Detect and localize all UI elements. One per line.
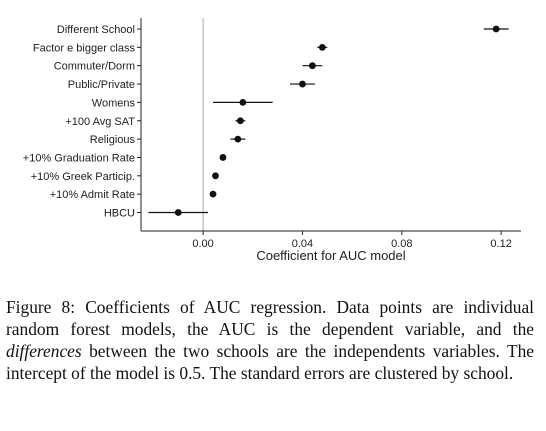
category-label: +10% Graduation Rate <box>23 152 135 164</box>
data-point <box>299 80 306 88</box>
caption-emphasis: differences <box>6 341 82 361</box>
data-point <box>174 209 182 216</box>
data-point <box>236 117 244 125</box>
x-tick-label: 0.12 <box>490 238 511 250</box>
x-tick-label: 0.08 <box>391 238 412 250</box>
category-label: Different School <box>57 24 135 36</box>
category-label: +100 Avg SAT <box>65 116 135 128</box>
error-bars <box>148 28 509 214</box>
x-tick-labels: 0.00 0.04 0.08 0.12 <box>192 238 511 250</box>
data-points <box>174 25 500 216</box>
caption-prefix: Figure 8: Coefficients of AUC regression… <box>6 297 534 339</box>
axes <box>137 18 521 235</box>
caption-suffix: between the two schools are the independ… <box>6 341 534 383</box>
category-label: Womens <box>92 97 136 109</box>
category-label: HBCU <box>104 208 135 220</box>
data-point <box>219 154 227 161</box>
coefficient-chart: Different School Factor e bigger class Com… <box>23 18 521 263</box>
category-label: Public/Private <box>68 79 135 91</box>
x-axis-title: Coefficient for AUC model <box>256 248 405 263</box>
data-point <box>209 190 217 198</box>
figure-caption: Figure 8: Coefficients of AUC regression… <box>6 296 534 384</box>
data-point <box>308 62 316 70</box>
category-label: +10% Greek Particip. <box>31 171 135 183</box>
data-point <box>234 135 242 143</box>
data-point <box>239 99 247 106</box>
data-point <box>212 172 219 180</box>
category-label: Religious <box>90 134 136 146</box>
data-point <box>318 43 326 51</box>
x-tick-label: 0.00 <box>192 238 213 250</box>
category-label: Commuter/Dorm <box>54 61 135 73</box>
category-label: Factor e bigger class <box>33 42 136 54</box>
category-label: +10% Admit Rate <box>50 189 135 201</box>
x-tick-label: 0.04 <box>292 238 313 250</box>
data-point <box>492 25 500 33</box>
category-labels: Different School Factor e bigger class Com… <box>23 24 136 220</box>
